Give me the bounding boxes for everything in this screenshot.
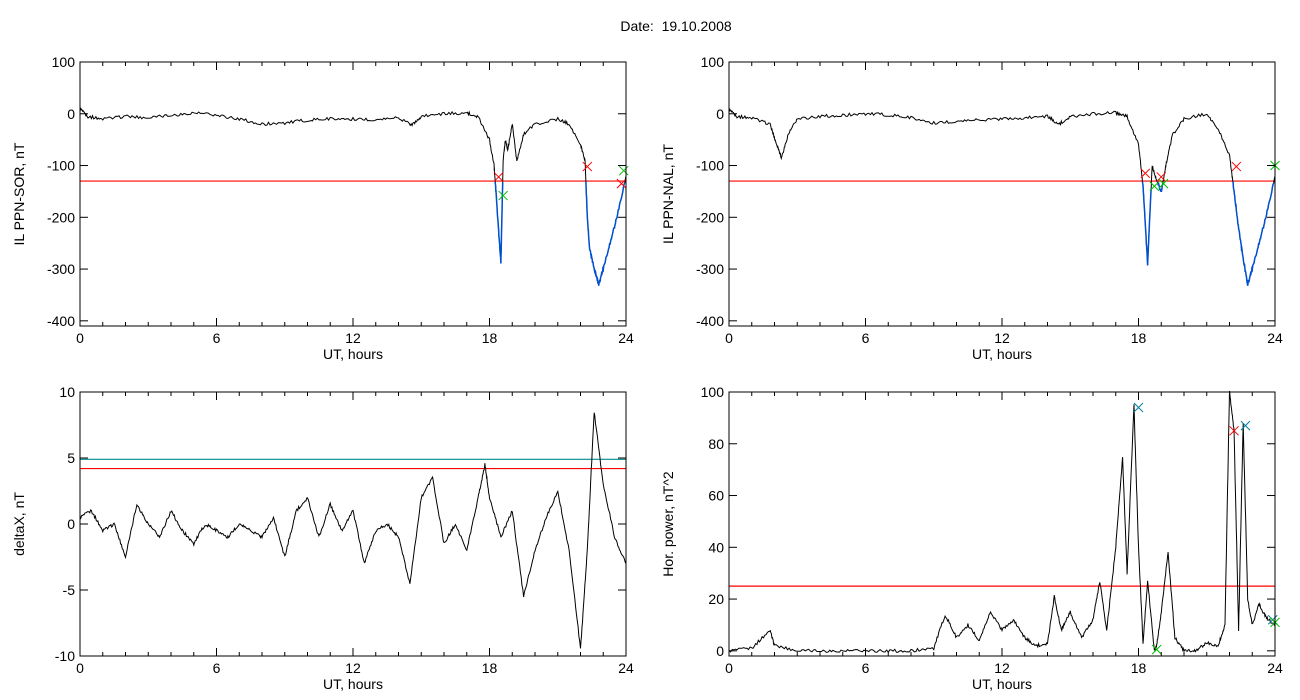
event-marker [1231, 161, 1242, 172]
plot-frame [79, 61, 627, 327]
event-marker [616, 178, 627, 189]
event-marker [1158, 178, 1169, 189]
y-tick-label: -200 [696, 209, 724, 225]
event-marker [1240, 420, 1251, 431]
event-marker [1229, 425, 1239, 436]
x-tick-label: 12 [345, 660, 361, 676]
y-tick-label: 100 [701, 384, 725, 400]
plot-frame [728, 61, 1276, 327]
y-tick-label: -200 [47, 209, 75, 225]
y-tick-label: 40 [708, 539, 724, 555]
x-tick-label: 24 [618, 660, 634, 676]
x-tick-label: 18 [1131, 660, 1147, 676]
event-marker [582, 161, 593, 172]
y-axis-label: deltaX, nT [11, 492, 27, 556]
event-marker [498, 190, 509, 201]
y-tick-label: -100 [696, 158, 724, 174]
event-marker [618, 165, 629, 176]
x-axis-label: UT, hours [972, 676, 1032, 692]
x-tick-label: 12 [345, 330, 361, 346]
y-tick-label: 60 [708, 488, 724, 504]
x-axis-label: UT, hours [323, 676, 383, 692]
event-marker-stroke [616, 178, 627, 189]
page-title: Date: 19.10.2008 [620, 18, 732, 34]
x-tick-label: 18 [482, 330, 498, 346]
x-tick-label: 0 [76, 660, 84, 676]
x-axis-label: UT, hours [323, 346, 383, 362]
x-tick-label: 12 [994, 330, 1010, 346]
x-tick-label: 18 [1131, 330, 1147, 346]
event-marker [1133, 402, 1144, 413]
chart-panel-2: 0 6 12 18 24 100 0 -100 -200 -300 -400 UT, hours IL … [660, 54, 1283, 362]
y-tick-label: -400 [47, 313, 75, 329]
y-tick-label: 80 [708, 436, 724, 452]
event-marker [1149, 181, 1160, 192]
y-tick-label: 100 [52, 54, 76, 70]
event-marker-stroke [1140, 168, 1151, 179]
x-tick-label: 6 [213, 330, 221, 346]
event-marker-stroke [1151, 644, 1162, 655]
x-tick-label: 6 [862, 660, 870, 676]
event-marker-stroke [618, 165, 629, 176]
x-tick-label: 18 [482, 660, 498, 676]
y-tick-label: 0 [67, 106, 75, 122]
y-tick-label: 0 [716, 106, 724, 122]
y-tick-label: -300 [696, 261, 724, 277]
x-tick-label: 6 [213, 660, 221, 676]
y-tick-label: 0 [716, 643, 724, 659]
y-tick-label: 20 [708, 591, 724, 607]
series-line-below-threshold [585, 181, 626, 286]
chart-panel-3: 0 6 12 18 24 10 5 0 -5 -10 UT, hours deltaX, nT [11, 384, 634, 692]
plot-frame [728, 391, 1276, 657]
event-marker [1151, 644, 1162, 655]
y-tick-label: -300 [47, 261, 75, 277]
y-tick-label: 100 [701, 54, 725, 70]
event-marker [1140, 168, 1151, 179]
y-axis-label: IL PPN-NAL, nT [660, 144, 676, 244]
x-axis-label: UT, hours [972, 346, 1032, 362]
y-tick-label: -5 [63, 582, 76, 598]
event-marker-stroke [1149, 181, 1160, 192]
event-marker-stroke [1158, 178, 1169, 189]
event-marker-stroke [1156, 172, 1167, 182]
x-tick-label: 24 [1267, 330, 1283, 346]
y-tick-label: 10 [59, 384, 75, 400]
x-tick-label: 0 [725, 660, 733, 676]
y-tick-label: 0 [67, 516, 75, 532]
event-marker-stroke [1240, 420, 1251, 431]
chart-panel-1: 0 6 12 18 24 100 0 -100 -200 -300 -400 UT, hours IL … [11, 54, 634, 362]
event-marker-stroke [493, 172, 504, 182]
x-tick-label: 24 [618, 330, 634, 346]
chart-panel-4: 0 6 12 18 24 100 80 60 40 20 0 UT, hours Hor. power,… [660, 384, 1283, 692]
event-marker-stroke [1133, 402, 1144, 413]
series-line-below-threshold [1156, 181, 1164, 192]
x-tick-label: 24 [1267, 660, 1283, 676]
y-axis-label: Hor. power, nT^2 [660, 471, 676, 577]
y-axis-label: IL PPN-SOR, nT [11, 142, 27, 245]
event-marker-stroke [1229, 425, 1239, 436]
series-line [79, 107, 627, 286]
event-marker-stroke [582, 161, 593, 172]
x-tick-label: 12 [994, 660, 1010, 676]
event-marker-stroke [1231, 161, 1242, 172]
x-tick-label: 0 [725, 330, 733, 346]
y-tick-label: -10 [55, 648, 75, 664]
event-marker-stroke [498, 190, 509, 201]
series-line [728, 390, 1276, 654]
event-marker [1156, 172, 1167, 182]
event-marker [493, 172, 504, 182]
y-tick-label: 5 [67, 450, 75, 466]
series-line-below-threshold [1141, 181, 1152, 266]
series-line-below-threshold [494, 181, 504, 264]
series-line [728, 108, 1276, 286]
series-line-below-threshold [1232, 181, 1275, 286]
y-tick-label: -400 [696, 313, 724, 329]
x-tick-label: 6 [862, 330, 870, 346]
x-tick-label: 0 [76, 330, 84, 346]
y-tick-label: -100 [47, 158, 75, 174]
series-line [79, 412, 627, 649]
